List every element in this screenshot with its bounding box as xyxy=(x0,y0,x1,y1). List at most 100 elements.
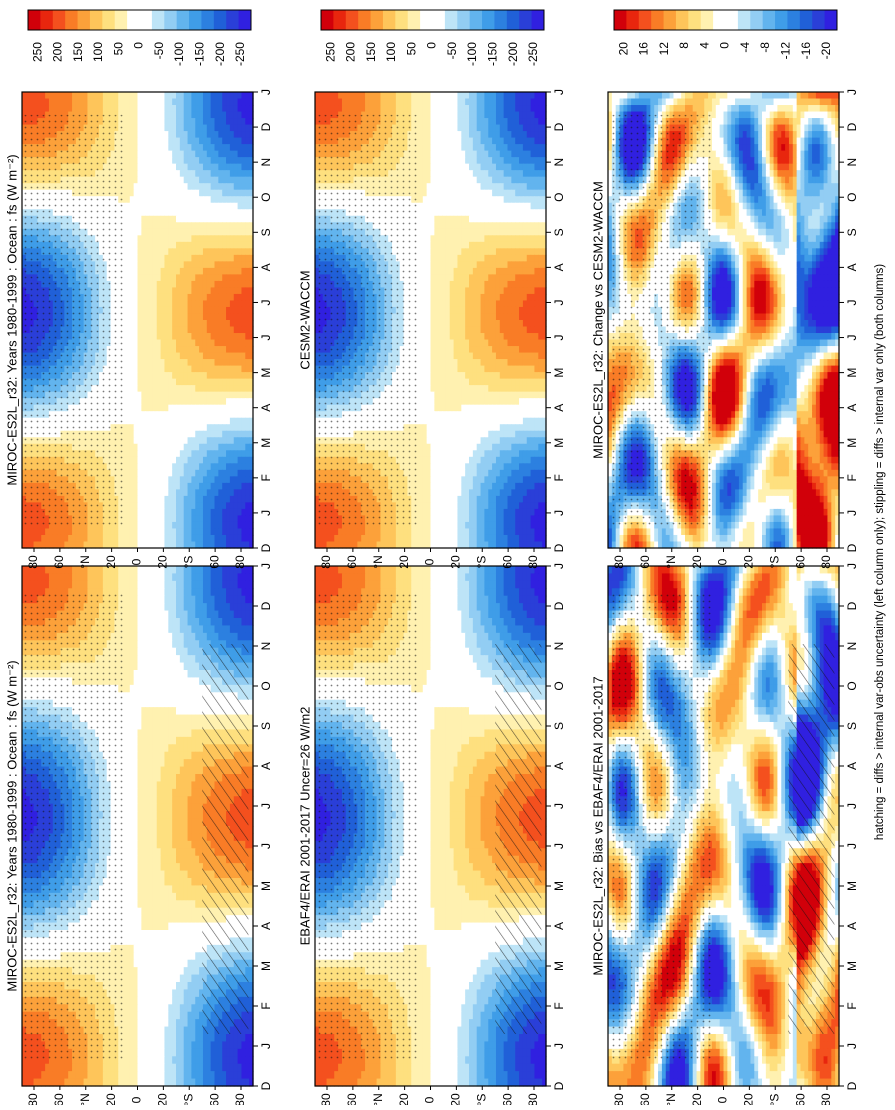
heatmap-cell xyxy=(111,105,115,112)
heatmap-cell xyxy=(130,633,134,641)
heatmap-cell xyxy=(195,960,199,968)
heatmap-cell xyxy=(172,125,176,132)
heatmap-cell xyxy=(203,596,207,604)
heatmap-cell xyxy=(226,603,230,611)
heatmap-cell xyxy=(157,841,161,849)
heatmap-cell xyxy=(141,967,145,975)
heatmap-cell xyxy=(157,663,161,671)
heatmap-cell xyxy=(164,640,168,648)
heatmap-cell xyxy=(191,952,195,960)
heatmap-cell xyxy=(134,885,138,893)
heatmap-cell xyxy=(241,99,245,106)
heatmap-cell xyxy=(172,885,176,893)
heatmap-cell xyxy=(126,596,130,604)
heatmap-cell xyxy=(180,573,184,581)
heatmap-cell xyxy=(241,1049,245,1057)
heatmap-cell xyxy=(245,157,249,164)
heatmap-cell xyxy=(126,1004,130,1012)
heatmap-cell xyxy=(207,99,211,106)
heatmap-cell xyxy=(191,573,195,581)
heatmap-cell xyxy=(184,1071,188,1079)
heatmap-cell xyxy=(153,581,157,589)
heatmap-cell xyxy=(145,878,149,886)
heatmap-cell xyxy=(203,573,207,581)
heatmap-cell xyxy=(226,573,230,581)
heatmap-cell xyxy=(141,893,145,901)
heatmap-cell xyxy=(161,715,165,723)
heatmap-cell xyxy=(157,1019,161,1027)
heatmap-cell xyxy=(188,1064,192,1072)
heatmap-cell xyxy=(76,105,80,112)
heatmap-cell xyxy=(130,752,134,760)
heatmap-cell xyxy=(149,1012,153,1020)
heatmap-cell xyxy=(138,715,142,723)
heatmap-cell xyxy=(191,157,195,164)
heatmap-cell xyxy=(218,157,222,164)
heatmap-cell xyxy=(168,796,172,804)
heatmap-cell xyxy=(238,105,242,112)
heatmap-cell xyxy=(188,164,192,171)
heatmap-cell xyxy=(134,640,138,648)
y-tick-label: 80 xyxy=(233,1093,247,1105)
heatmap-cell xyxy=(191,677,195,685)
heatmap-cell xyxy=(157,92,161,99)
heatmap-cell xyxy=(145,752,149,760)
heatmap-cell xyxy=(138,1019,142,1027)
heatmap-cell xyxy=(226,588,230,596)
heatmap-cell xyxy=(180,878,184,886)
heatmap-cell xyxy=(188,989,192,997)
heatmap-cell xyxy=(118,1079,122,1087)
heatmap-cell xyxy=(145,923,149,931)
heatmap-cell xyxy=(172,893,176,901)
heatmap-cell xyxy=(103,573,107,581)
heatmap-cell xyxy=(241,125,245,132)
heatmap-cell xyxy=(176,960,180,968)
heatmap-cell xyxy=(188,118,192,125)
heatmap-cell xyxy=(176,655,180,663)
heatmap-cell xyxy=(215,633,219,641)
heatmap-cell xyxy=(164,856,168,864)
heatmap-cell xyxy=(211,105,215,112)
heatmap-cell xyxy=(134,1041,138,1049)
heatmap-cell xyxy=(134,700,138,708)
heatmap-cell xyxy=(49,1071,53,1079)
heatmap-cell xyxy=(141,729,145,737)
heatmap-cell xyxy=(126,1079,130,1087)
heatmap-cell xyxy=(126,1041,130,1049)
heatmap-cell xyxy=(134,99,138,106)
heatmap-cell xyxy=(168,841,172,849)
heatmap-cell xyxy=(191,131,195,138)
heatmap-cell xyxy=(215,618,219,626)
heatmap-cell xyxy=(130,937,134,945)
heatmap-cell xyxy=(149,125,153,132)
y-tick-label: 20 xyxy=(104,1093,118,1105)
heatmap-cell xyxy=(164,618,168,626)
heatmap-cell xyxy=(141,1064,145,1072)
heatmap-cell xyxy=(184,967,188,975)
heatmap-cell xyxy=(195,157,199,164)
heatmap-cell xyxy=(207,138,211,145)
heatmap-cell xyxy=(180,1034,184,1042)
heatmap-cell xyxy=(134,833,138,841)
heatmap-cell xyxy=(145,804,149,812)
heatmap-cell xyxy=(230,573,234,581)
heatmap-cell xyxy=(153,759,157,767)
heatmap-cell xyxy=(138,908,142,916)
heatmap-cell xyxy=(176,952,180,960)
heatmap-cell xyxy=(195,581,199,589)
heatmap-cell xyxy=(141,692,145,700)
heatmap-cell xyxy=(168,648,172,656)
heatmap-cell xyxy=(130,945,134,953)
heatmap-cell xyxy=(218,144,222,151)
heatmap-cell xyxy=(138,833,142,841)
heatmap-cell xyxy=(126,982,130,990)
heatmap-cell xyxy=(134,573,138,581)
heatmap-cell xyxy=(241,138,245,145)
heatmap-cell xyxy=(184,581,188,589)
heatmap-cell xyxy=(215,92,219,99)
heatmap-cell xyxy=(68,581,72,589)
heatmap-cell xyxy=(134,588,138,596)
heatmap-cell xyxy=(161,1027,165,1035)
heatmap-cell xyxy=(84,105,88,112)
heatmap-cell xyxy=(199,151,203,158)
